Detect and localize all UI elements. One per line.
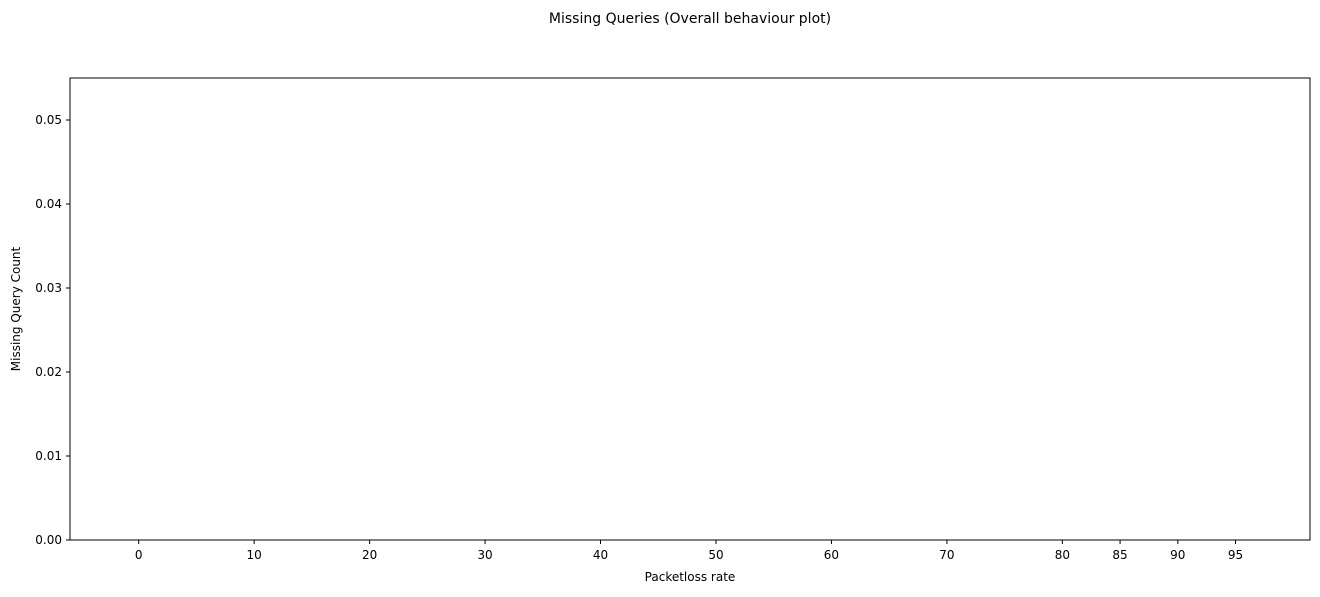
x-axis-ticks: 0 10 20 30 40 50 60 70 80 85 90 95 xyxy=(135,540,1243,562)
x-tick-label: 95 xyxy=(1228,548,1243,562)
x-tick-label: 90 xyxy=(1170,548,1185,562)
x-tick-label: 70 xyxy=(939,548,954,562)
x-tick-label: 85 xyxy=(1112,548,1127,562)
chart-title: Missing Queries (Overall behaviour plot) xyxy=(549,11,831,27)
y-tick-label: 0.04 xyxy=(35,197,62,211)
x-tick-label: 40 xyxy=(593,548,608,562)
y-tick-label: 0.03 xyxy=(35,281,62,295)
x-tick-label: 50 xyxy=(708,548,723,562)
x-tick-label: 0 xyxy=(135,548,143,562)
x-tick-label: 60 xyxy=(824,548,839,562)
x-tick-label: 10 xyxy=(247,548,262,562)
plot-frame xyxy=(69,77,1311,541)
x-tick-label: 80 xyxy=(1055,548,1070,562)
y-tick-label: 0.02 xyxy=(35,365,62,379)
y-tick-label: 0.01 xyxy=(35,449,62,463)
y-axis-ticks: 0.00 0.01 0.02 0.03 0.04 0.05 xyxy=(35,113,70,547)
x-tick-label: 30 xyxy=(477,548,492,562)
y-tick-label: 0.05 xyxy=(35,113,62,127)
x-tick-label: 20 xyxy=(362,548,377,562)
y-axis-label: Missing Query Count xyxy=(9,246,23,371)
x-axis-label: Packetloss rate xyxy=(645,570,736,584)
y-tick-label: 0.00 xyxy=(35,533,62,547)
